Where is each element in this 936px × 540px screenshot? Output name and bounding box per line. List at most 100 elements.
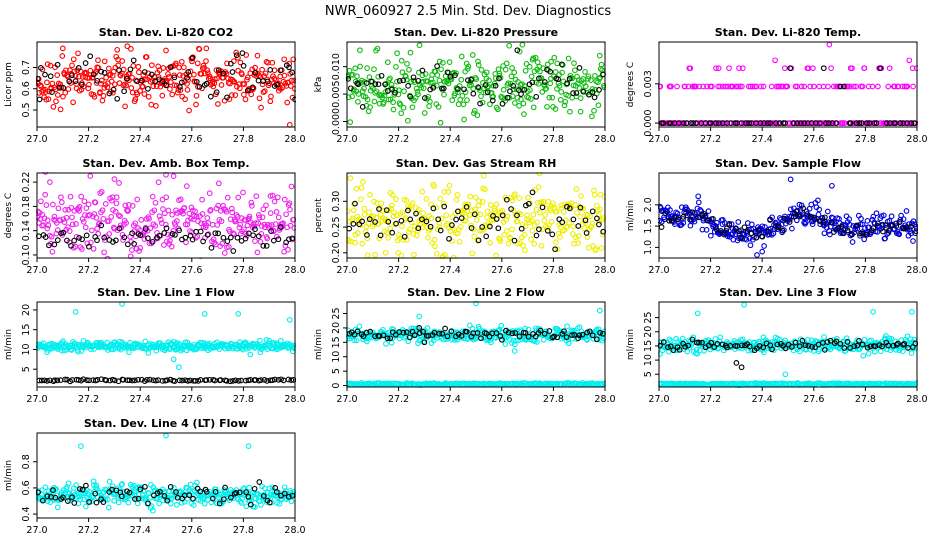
data-point <box>180 64 187 71</box>
data-point <box>737 235 744 241</box>
data-point <box>186 107 192 114</box>
data-point <box>743 236 750 243</box>
data-point <box>90 71 97 78</box>
data-point <box>255 77 262 84</box>
plot-frame <box>36 432 296 519</box>
data-point <box>436 330 443 337</box>
data-point <box>186 487 193 493</box>
data-point <box>398 57 405 64</box>
data-point <box>598 330 604 337</box>
data-point <box>259 214 266 221</box>
y-tick-label: 2.0 <box>643 197 654 212</box>
data-point <box>82 503 89 510</box>
x-tick-label: 27.8 <box>233 134 254 145</box>
data-point <box>787 176 794 183</box>
data-point <box>274 194 281 201</box>
data-point <box>287 206 293 213</box>
data-point <box>78 193 85 200</box>
data-point <box>747 242 754 249</box>
data-point <box>800 205 806 212</box>
data-point <box>378 72 385 79</box>
data-point <box>407 93 414 100</box>
data-point <box>244 74 251 81</box>
data-point <box>267 67 274 73</box>
data-point <box>757 120 764 126</box>
data-point <box>207 207 214 213</box>
data-point <box>575 80 581 87</box>
data-point <box>278 337 284 344</box>
data-point <box>396 78 403 84</box>
data-point <box>498 322 505 329</box>
data-point <box>514 240 521 247</box>
data-point <box>553 208 560 215</box>
data-point <box>540 336 547 343</box>
series-1 <box>36 172 296 259</box>
data-point <box>364 65 370 71</box>
data-point <box>281 56 288 63</box>
data-point <box>146 240 153 247</box>
data-point <box>488 339 494 346</box>
data-point <box>376 206 382 212</box>
data-point <box>54 72 61 78</box>
data-point <box>668 217 675 224</box>
data-point <box>499 94 506 101</box>
data-point <box>257 349 264 356</box>
data-point <box>372 81 379 87</box>
data-point <box>732 343 739 349</box>
data-point <box>404 60 410 67</box>
data-point <box>131 241 137 247</box>
data-point <box>423 196 430 202</box>
data-point <box>281 490 288 497</box>
data-point <box>249 84 256 91</box>
data-point <box>406 66 412 73</box>
data-point <box>798 202 805 209</box>
data-point <box>458 333 465 339</box>
data-point <box>141 76 148 83</box>
data-point <box>122 103 128 110</box>
data-points <box>658 41 918 126</box>
data-point <box>461 116 467 123</box>
data-point <box>665 344 671 350</box>
data-point <box>756 343 763 349</box>
data-point <box>215 67 222 73</box>
data-point <box>239 495 246 501</box>
data-point <box>49 248 56 255</box>
data-point <box>674 83 680 90</box>
data-point <box>436 58 443 65</box>
data-point <box>288 183 295 190</box>
data-point <box>900 348 906 355</box>
data-point <box>729 83 736 90</box>
data-point <box>761 120 767 126</box>
data-point <box>713 120 719 126</box>
x-tick-label: 27.2 <box>700 265 721 276</box>
data-point <box>581 225 587 232</box>
data-point <box>660 120 667 126</box>
data-point <box>716 120 722 126</box>
y-axis-label: ml/min <box>314 329 324 360</box>
data-point <box>45 96 52 102</box>
data-point <box>565 55 572 62</box>
data-point <box>145 500 151 507</box>
data-point <box>73 482 79 488</box>
data-point <box>363 329 370 336</box>
data-point <box>908 350 915 356</box>
data-point <box>180 210 186 217</box>
data-point <box>106 90 113 97</box>
data-point <box>256 95 263 102</box>
x-tick-label: 27.6 <box>491 394 512 405</box>
data-point <box>137 486 144 493</box>
data-point <box>474 330 481 336</box>
data-point <box>276 501 283 507</box>
data-point <box>116 180 122 186</box>
data-point <box>291 77 296 84</box>
data-point <box>242 96 249 103</box>
data-point <box>575 223 582 229</box>
data-point <box>176 72 183 78</box>
data-point <box>269 192 276 199</box>
data-point <box>235 377 242 384</box>
data-point <box>667 337 674 344</box>
y-tick-label: 0.4 <box>21 507 32 522</box>
data-point <box>526 63 533 70</box>
data-point <box>359 240 366 247</box>
y-tick-label: 15 <box>21 324 32 336</box>
